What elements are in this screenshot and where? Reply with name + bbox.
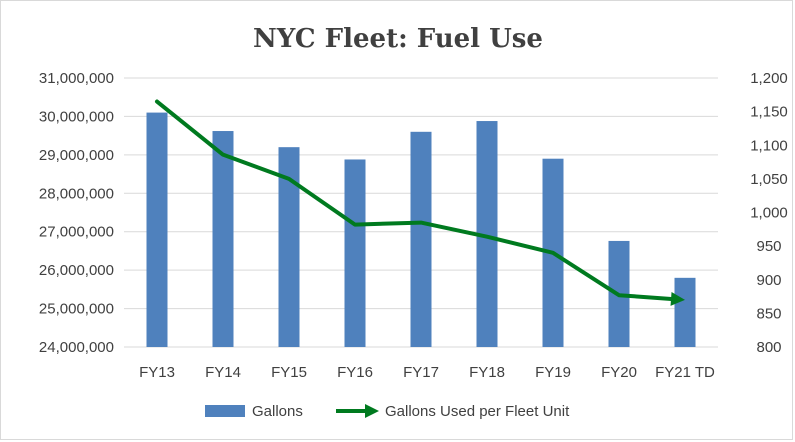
left-tick-label: 28,000,000 (39, 185, 114, 202)
left-tick-label: 26,000,000 (39, 262, 114, 279)
x-axis: FY13 FY14 FY15 FY16 FY17 FY18 FY19 FY20 FY21 TD (139, 364, 715, 381)
left-tick-label: 31,000,000 (39, 70, 114, 87)
bar (212, 131, 234, 347)
bar (344, 159, 366, 347)
left-tick-label: 27,000,000 (39, 224, 114, 241)
bar (476, 121, 498, 347)
right-tick-label: 1,200 (750, 70, 788, 87)
x-tick-label: FY20 (601, 364, 637, 381)
bar (674, 277, 696, 347)
left-tick-label: 30,000,000 (39, 108, 114, 125)
left-axis: 24,000,000 25,000,000 26,000,000 27,000,000… (39, 70, 114, 356)
x-tick-label: FY14 (205, 364, 241, 381)
left-tick-label: 29,000,000 (39, 147, 114, 164)
bar (278, 147, 300, 347)
right-tick-label: 1,000 (750, 205, 788, 222)
legend-label-gallons: Gallons (252, 403, 303, 420)
bar (410, 131, 432, 347)
line-arrowhead-icon (670, 291, 685, 306)
left-tick-label: 24,000,000 (39, 339, 114, 356)
line-series-gallons-per-unit (155, 99, 686, 306)
legend-label-gallons-per-unit: Gallons Used per Fleet Unit (385, 403, 570, 420)
x-tick-label: FY13 (139, 364, 175, 381)
x-tick-label: FY21 TD (655, 364, 715, 381)
right-axis: 800 850 900 950 1,000 1,050 1,100 1,150 1,200 (750, 70, 788, 356)
x-tick-label: FY17 (403, 364, 439, 381)
legend-arrow-icon (365, 404, 379, 418)
right-tick-label: 1,050 (750, 171, 788, 188)
x-tick-label: FY16 (337, 364, 373, 381)
right-tick-label: 800 (756, 339, 781, 356)
bar-series-gallons (146, 112, 696, 347)
right-tick-label: 1,100 (750, 137, 788, 154)
right-tick-label: 950 (756, 238, 781, 255)
right-tick-label: 1,150 (750, 104, 788, 121)
bar (146, 112, 168, 347)
right-tick-label: 850 (756, 305, 781, 322)
left-tick-label: 25,000,000 (39, 301, 114, 318)
chart-title: NYC Fleet: Fuel Use (253, 24, 543, 54)
x-tick-label: FY19 (535, 364, 571, 381)
legend: Gallons Gallons Used per Fleet Unit (205, 403, 570, 420)
legend-swatch-gallons (205, 405, 245, 417)
right-tick-label: 900 (756, 272, 781, 289)
x-tick-label: FY15 (271, 364, 307, 381)
x-tick-label: FY18 (469, 364, 505, 381)
